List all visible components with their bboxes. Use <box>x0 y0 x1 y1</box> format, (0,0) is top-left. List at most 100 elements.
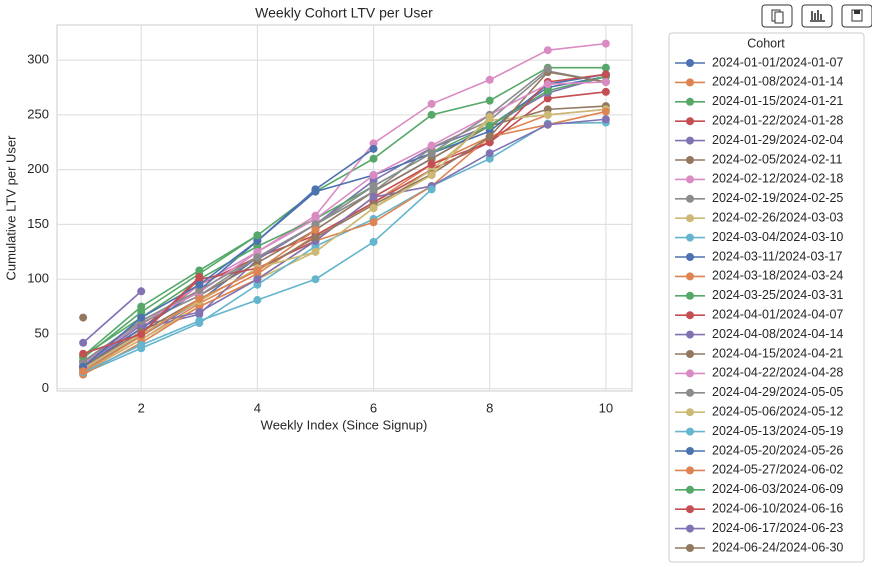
legend-swatch <box>686 156 694 164</box>
x-tick-label: 6 <box>370 400 377 415</box>
legend-swatch <box>686 544 694 552</box>
data-point <box>253 258 262 267</box>
data-point <box>485 132 494 141</box>
data-point <box>195 266 204 275</box>
legend-label: 2024-05-06/2024-05-12 <box>712 404 843 418</box>
data-point <box>79 357 88 366</box>
legend-swatch <box>686 253 694 261</box>
data-point <box>543 120 552 129</box>
data-point <box>601 70 610 79</box>
x-tick-label: 4 <box>254 400 261 415</box>
data-point <box>195 316 204 325</box>
data-point <box>195 273 204 282</box>
data-point <box>543 94 552 103</box>
data-point <box>79 349 88 358</box>
data-point <box>137 308 146 317</box>
data-point <box>195 294 204 303</box>
legend-swatch <box>686 175 694 184</box>
legend-swatch <box>686 485 694 494</box>
legend-label: 2024-04-15/2024-04-21 <box>712 346 843 360</box>
legend-label: 2024-05-13/2024-05-19 <box>712 424 843 438</box>
data-point <box>601 63 610 72</box>
data-point <box>485 138 494 147</box>
y-axis-label: Cumulative LTV per User <box>3 135 18 281</box>
legend-swatch <box>686 214 694 223</box>
legend-label: 2024-01-08/2024-01-14 <box>712 75 843 89</box>
data-point <box>253 266 262 275</box>
data-point <box>195 308 204 317</box>
legend-label: 2024-02-19/2024-02-25 <box>712 191 843 205</box>
data-point <box>485 96 494 105</box>
data-point <box>543 80 552 89</box>
data-point <box>311 233 320 242</box>
data-point <box>369 171 378 180</box>
legend-label: 2024-01-01/2024-01-07 <box>712 55 843 69</box>
data-point <box>369 139 378 148</box>
data-point <box>485 75 494 84</box>
data-point <box>253 275 262 284</box>
legend-label: 2024-06-03/2024-06-09 <box>712 482 843 496</box>
data-point <box>485 154 494 163</box>
x-tick-label: 2 <box>138 400 145 415</box>
legend-label: 2024-03-25/2024-03-31 <box>712 288 843 302</box>
series-line <box>82 118 606 366</box>
data-point <box>79 367 88 376</box>
data-point <box>311 185 320 194</box>
legend-swatch <box>686 59 694 67</box>
x-tick-label: 8 <box>486 400 493 415</box>
copy-icon <box>774 11 784 24</box>
legend-swatch <box>686 233 694 242</box>
save-button[interactable] <box>841 4 872 28</box>
x-axis-label: Weekly Index (Since Signup) <box>261 417 428 432</box>
legend-label: 2024-04-08/2024-04-14 <box>712 327 843 341</box>
legend-label: 2024-05-27/2024-06-02 <box>712 463 843 477</box>
data-point <box>137 313 146 322</box>
series-line <box>82 116 491 370</box>
data-point <box>369 154 378 163</box>
data-point <box>427 110 436 119</box>
legend-swatch <box>686 272 694 281</box>
data-point <box>543 110 552 119</box>
data-point <box>601 115 610 124</box>
legend-label: 2024-03-11/2024-03-17 <box>712 249 842 263</box>
series-line <box>82 110 607 376</box>
legend-swatch <box>686 291 694 300</box>
data-point <box>79 338 88 347</box>
series-line <box>82 290 142 344</box>
data-point <box>427 185 436 194</box>
legend-swatch <box>686 194 694 203</box>
chart-title: Weekly Cohort LTV per User <box>255 5 433 21</box>
legend-label: 2024-06-10/2024-06-16 <box>712 501 843 515</box>
legend-label: 2024-02-12/2024-02-18 <box>712 172 843 186</box>
data-point <box>253 242 262 251</box>
y-tick-label: 100 <box>27 271 49 286</box>
series-line <box>82 121 606 375</box>
data-point <box>369 176 378 185</box>
data-point <box>253 280 262 289</box>
data-point <box>253 253 262 262</box>
legend-swatch <box>686 524 694 533</box>
data-point <box>137 330 146 339</box>
data-point <box>311 225 320 234</box>
data-point <box>485 149 494 158</box>
data-point <box>311 275 320 284</box>
data-point <box>427 154 436 163</box>
legend-swatch <box>686 136 694 145</box>
legend-swatch <box>686 97 694 106</box>
data-point <box>137 302 146 311</box>
legend-swatch <box>686 78 694 87</box>
data-point <box>543 86 552 95</box>
y-tick-label: 250 <box>27 106 49 121</box>
series-line <box>82 71 606 368</box>
data-point <box>369 144 378 153</box>
chart-button[interactable] <box>801 4 833 28</box>
series-line <box>82 75 607 357</box>
legend-swatch <box>686 330 694 339</box>
data-point <box>427 171 436 180</box>
data-point <box>427 149 436 158</box>
series-line <box>82 148 374 368</box>
legend-swatch <box>686 505 694 514</box>
data-point <box>369 193 378 202</box>
legend-label: 2024-04-01/2024-04-07 <box>712 307 843 321</box>
